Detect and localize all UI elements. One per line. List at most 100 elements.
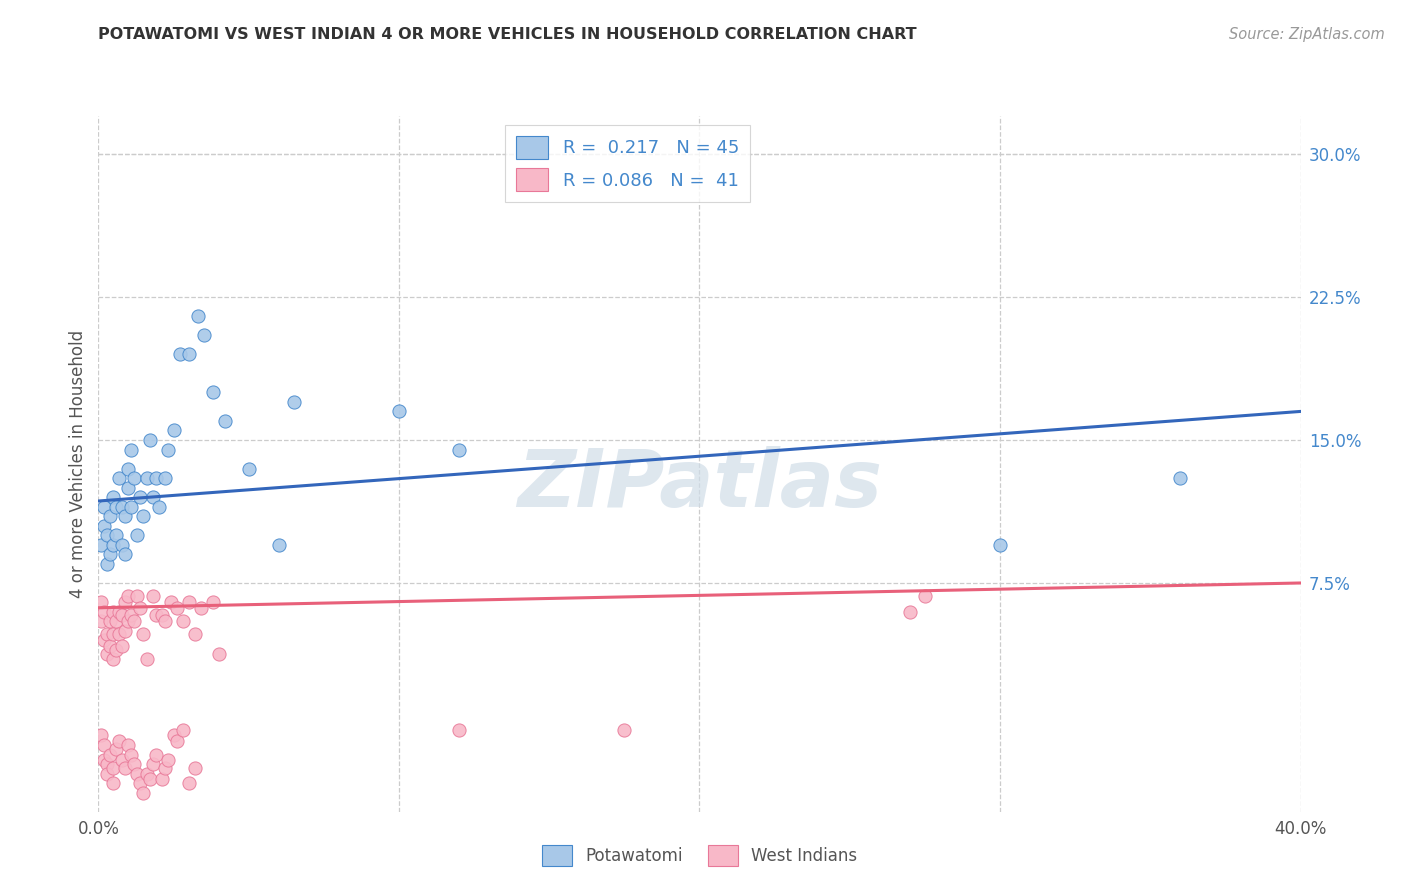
Point: [96, 627, 118, 641]
Point: [117, 614, 139, 628]
Point: [96, 647, 118, 661]
Point: [238, 461, 260, 475]
Point: [447, 442, 470, 457]
Point: [124, 614, 146, 628]
Point: [100, 747, 122, 762]
Point: [100, 548, 122, 562]
Text: ZIPatlas: ZIPatlas: [517, 446, 882, 524]
Point: [162, 729, 184, 743]
Point: [105, 614, 128, 628]
Point: [90, 595, 112, 609]
Point: [111, 639, 134, 653]
Point: [193, 328, 215, 343]
Point: [90, 729, 112, 743]
Point: [283, 395, 305, 409]
Point: [208, 647, 231, 661]
Point: [93, 738, 115, 752]
Text: POTAWATOMI VS WEST INDIAN 4 OR MORE VEHICLES IN HOUSEHOLD CORRELATION CHART: POTAWATOMI VS WEST INDIAN 4 OR MORE VEHI…: [98, 27, 917, 42]
Point: [135, 471, 157, 485]
Y-axis label: 4 or more Vehicles in Household: 4 or more Vehicles in Household: [69, 330, 87, 598]
Point: [145, 747, 167, 762]
Point: [132, 786, 155, 800]
Point: [124, 471, 146, 485]
Point: [177, 776, 200, 790]
Point: [100, 614, 122, 628]
Point: [93, 633, 115, 648]
Point: [141, 590, 163, 604]
Point: [159, 595, 181, 609]
Point: [117, 481, 139, 495]
Point: [898, 605, 921, 619]
Point: [121, 442, 143, 457]
Point: [117, 590, 139, 604]
Point: [1170, 471, 1192, 485]
Point: [388, 404, 411, 418]
Point: [166, 600, 188, 615]
Point: [214, 414, 236, 428]
Point: [96, 557, 118, 571]
Point: [201, 385, 224, 400]
Point: [108, 605, 131, 619]
Point: [96, 528, 118, 542]
Point: [103, 652, 125, 666]
Point: [124, 757, 146, 772]
Point: [129, 600, 152, 615]
Point: [103, 761, 125, 775]
Point: [141, 757, 163, 772]
Point: [93, 500, 115, 514]
Point: [121, 500, 143, 514]
Point: [114, 509, 136, 524]
Point: [129, 490, 152, 504]
Point: [613, 723, 636, 737]
Point: [114, 595, 136, 609]
Point: [103, 627, 125, 641]
Point: [183, 761, 205, 775]
Point: [153, 471, 176, 485]
Point: [166, 734, 188, 748]
Point: [172, 723, 194, 737]
Point: [90, 614, 112, 628]
Point: [148, 500, 170, 514]
Point: [153, 614, 176, 628]
Point: [105, 500, 128, 514]
Point: [111, 500, 134, 514]
Point: [121, 608, 143, 623]
Point: [153, 761, 176, 775]
Point: [117, 738, 139, 752]
Point: [145, 608, 167, 623]
Point: [114, 624, 136, 638]
Point: [103, 538, 125, 552]
Point: [103, 490, 125, 504]
Point: [267, 538, 290, 552]
Point: [135, 766, 157, 780]
Point: [177, 595, 200, 609]
Point: [914, 590, 936, 604]
Point: [90, 538, 112, 552]
Point: [114, 761, 136, 775]
Text: Source: ZipAtlas.com: Source: ZipAtlas.com: [1229, 27, 1385, 42]
Point: [169, 347, 191, 361]
Point: [183, 627, 205, 641]
Point: [108, 627, 131, 641]
Point: [138, 433, 160, 447]
Point: [93, 518, 115, 533]
Point: [108, 471, 131, 485]
Point: [132, 627, 155, 641]
Point: [100, 639, 122, 653]
Point: [150, 608, 173, 623]
Point: [156, 442, 179, 457]
Point: [121, 747, 143, 762]
Point: [162, 424, 184, 438]
Point: [135, 652, 157, 666]
Point: [93, 605, 115, 619]
Point: [114, 548, 136, 562]
Point: [111, 753, 134, 767]
Point: [132, 509, 155, 524]
Point: [100, 509, 122, 524]
Point: [96, 757, 118, 772]
Point: [172, 614, 194, 628]
Point: [129, 776, 152, 790]
Point: [138, 772, 160, 787]
Point: [111, 608, 134, 623]
Point: [156, 753, 179, 767]
